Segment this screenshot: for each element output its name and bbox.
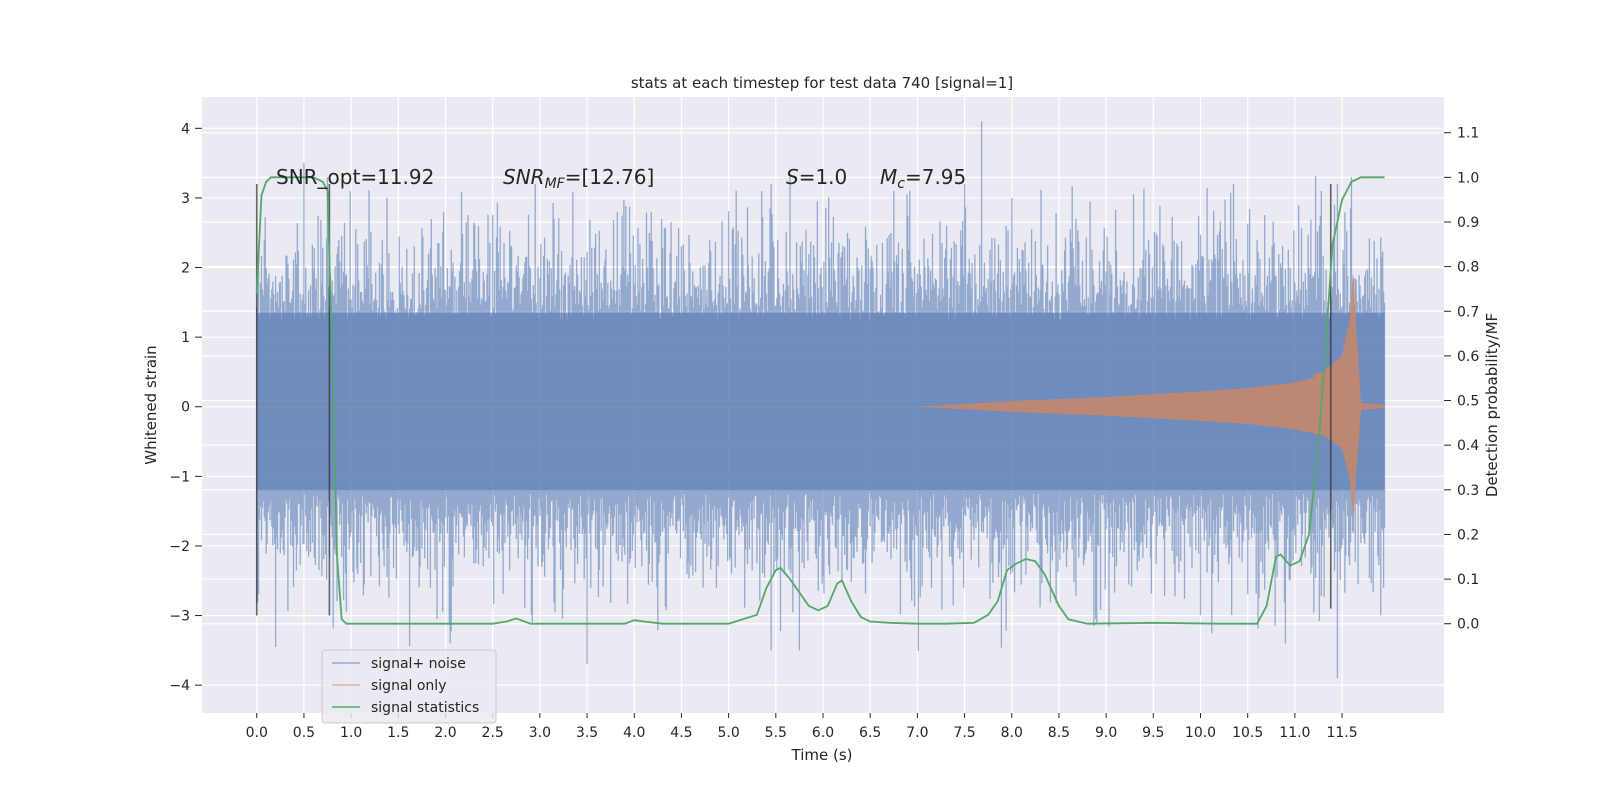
x-tick-label: 2.5 [482,725,504,741]
y-axis-left: −4 −3 −2 −1 0 1 2 3 4 [169,121,202,694]
x-tick-label: 0.5 [293,725,315,741]
legend-label-signal-noise: signal+ noise [371,656,466,672]
x-tick-label: 6.5 [859,725,881,741]
x-tick-label: 11.0 [1279,725,1310,741]
x-tick-label: 3.5 [576,725,598,741]
legend-box [321,649,497,724]
y-tick-label: 4 [181,121,190,137]
annotation-snr-mf: SNRMF=[12.76] [503,165,654,192]
y-tick-label: 0 [181,400,190,416]
series-signal-statistics [255,176,1385,625]
mc-subscript: c [897,176,905,192]
x-tick-label: 10.0 [1185,725,1216,741]
x-tick-label: 8.0 [1001,725,1023,741]
x-tick-label: 1.5 [387,725,409,741]
legend-label-signal-statistics: signal statistics [371,700,479,716]
x-tick-label: 0.0 [246,725,268,741]
x-tick-label: 7.0 [906,725,928,741]
y-tick-label: 3 [181,191,190,207]
x-tick-label: 3.0 [529,725,551,741]
y2-tick-label: 0.8 [1457,260,1479,276]
x-tick-label: 9.5 [1142,725,1164,741]
y-axis-right: 0.0 0.1 0.2 0.3 0.4 0.5 0.6 0.7 0.8 0.9 1.0 1.1 [1444,126,1479,633]
x-tick-label: 10.5 [1232,725,1263,741]
y2-tick-label: 0.0 [1457,617,1479,633]
x-axis-label: Time (s) [791,746,853,764]
x-tick-label: 2.0 [434,725,456,741]
x-tick-label: 7.5 [953,725,975,741]
y2-tick-label: 1.0 [1457,170,1479,186]
legend-label-signal-only: signal only [371,678,446,694]
x-tick-label: 1.0 [340,725,362,741]
x-axis: 0.0 0.5 1.0 1.5 2.0 2.5 3.0 3.5 4.0 4.5 5.0 5.5 6.0 6… [246,713,1358,741]
chart-title: stats at each timestep for test data 740… [631,74,1013,92]
y-axis-right-label: Detection probability/MF [1483,313,1501,497]
x-tick-label: 4.0 [623,725,645,741]
y-tick-label: −2 [169,539,190,555]
y-tick-label: 1 [181,330,190,346]
y2-tick-label: 0.9 [1457,215,1479,231]
x-tick-label: 6.0 [812,725,834,741]
mc-value: =7.95 [905,165,966,189]
x-tick-label: 4.5 [670,725,692,741]
signal-statistics-line [255,176,1385,625]
y-tick-label: −1 [169,469,190,485]
snr-mf-subscript: MF [545,176,566,192]
y2-tick-label: 0.5 [1457,394,1479,410]
y2-tick-label: 0.6 [1457,349,1479,365]
annotations: SNR_opt=11.92 SNRMF=[12.76] S=1.0 Mc=7.9… [276,165,966,192]
annotation-snr-opt: SNR_opt=11.92 [276,165,434,189]
y-tick-label: −3 [169,609,190,625]
s-value: =1.0 [799,165,848,189]
y2-tick-label: 0.4 [1457,438,1479,454]
y-tick-label: 2 [181,261,190,277]
y2-tick-label: 0.2 [1457,527,1479,543]
annotation-s: S=1.0 [786,165,847,189]
x-tick-label: 5.5 [765,725,787,741]
y-axis-label: Whitened strain [142,345,160,464]
y2-tick-label: 0.3 [1457,483,1479,499]
y-tick-label: −4 [169,678,190,694]
y2-tick-label: 0.7 [1457,304,1479,320]
x-tick-label: 8.5 [1048,725,1070,741]
legend: signal+ noise signal only signal statist… [321,649,497,724]
y2-tick-label: 1.1 [1457,126,1479,142]
snr-mf-value: =[12.76] [565,165,655,189]
s-var: S [786,165,799,189]
y2-tick-label: 0.1 [1457,572,1479,588]
x-tick-label: 11.5 [1326,725,1357,741]
x-tick-label: 5.0 [717,725,739,741]
x-tick-label: 9.0 [1095,725,1117,741]
annotation-mc: Mc=7.95 [880,165,966,192]
snr-mf-base: SNR [503,165,545,189]
mc-base: M [880,165,897,189]
